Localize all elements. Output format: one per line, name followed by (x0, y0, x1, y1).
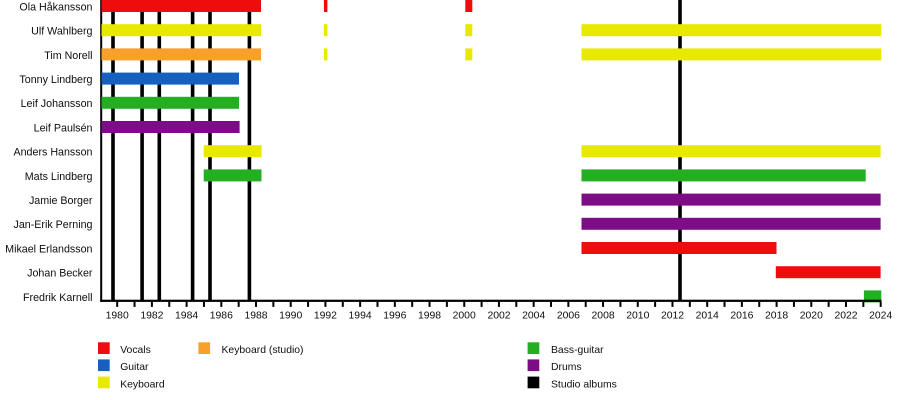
svg-text:Tim Norell: Tim Norell (44, 50, 92, 62)
svg-text:Bass-guitar: Bass-guitar (551, 345, 604, 356)
svg-text:Keyboard: Keyboard (120, 379, 165, 390)
svg-text:Vocals: Vocals (120, 345, 151, 356)
svg-text:1984: 1984 (175, 311, 198, 322)
svg-text:1992: 1992 (314, 311, 337, 322)
svg-text:Leif Paulsén: Leif Paulsén (34, 122, 93, 134)
svg-text:Ola Håkansson: Ola Håkansson (19, 1, 92, 13)
svg-text:Keyboard (studio): Keyboard (studio) (222, 345, 304, 356)
svg-text:2006: 2006 (557, 311, 580, 322)
svg-text:2014: 2014 (696, 311, 719, 322)
svg-text:2000: 2000 (453, 311, 476, 322)
svg-text:2024: 2024 (869, 311, 892, 322)
svg-text:Drums: Drums (551, 362, 582, 373)
svg-text:1990: 1990 (279, 311, 302, 322)
svg-text:2004: 2004 (522, 311, 545, 322)
svg-text:Johan Becker: Johan Becker (27, 268, 93, 280)
svg-text:1986: 1986 (210, 311, 233, 322)
svg-text:Guitar: Guitar (120, 362, 149, 373)
svg-text:1982: 1982 (140, 311, 163, 322)
svg-text:2010: 2010 (626, 311, 649, 322)
svg-text:2012: 2012 (661, 311, 684, 322)
svg-text:Ulf Wahlberg: Ulf Wahlberg (31, 26, 92, 38)
svg-text:Anders Hansson: Anders Hansson (13, 147, 92, 159)
svg-text:Tonny Lindberg: Tonny Lindberg (19, 74, 92, 86)
svg-text:2002: 2002 (487, 311, 510, 322)
svg-text:Mats Lindberg: Mats Lindberg (25, 171, 93, 183)
svg-text:2016: 2016 (730, 311, 753, 322)
svg-text:Mikael Erlandsson: Mikael Erlandsson (5, 243, 92, 255)
svg-text:1996: 1996 (383, 311, 406, 322)
svg-text:1980: 1980 (106, 311, 129, 322)
svg-text:Studio albums: Studio albums (551, 379, 617, 390)
svg-text:2022: 2022 (834, 311, 857, 322)
svg-text:1998: 1998 (418, 311, 441, 322)
svg-text:2008: 2008 (592, 311, 615, 322)
svg-text:1994: 1994 (349, 311, 372, 322)
svg-text:Leif Johansson: Leif Johansson (21, 98, 93, 110)
svg-text:Fredrik Karnell: Fredrik Karnell (23, 292, 93, 304)
svg-text:1988: 1988 (244, 311, 267, 322)
svg-text:2018: 2018 (765, 311, 788, 322)
svg-text:2020: 2020 (800, 311, 823, 322)
svg-text:Jan-Erik Perning: Jan-Erik Perning (13, 219, 92, 231)
svg-text:Jamie Borger: Jamie Borger (29, 195, 93, 207)
